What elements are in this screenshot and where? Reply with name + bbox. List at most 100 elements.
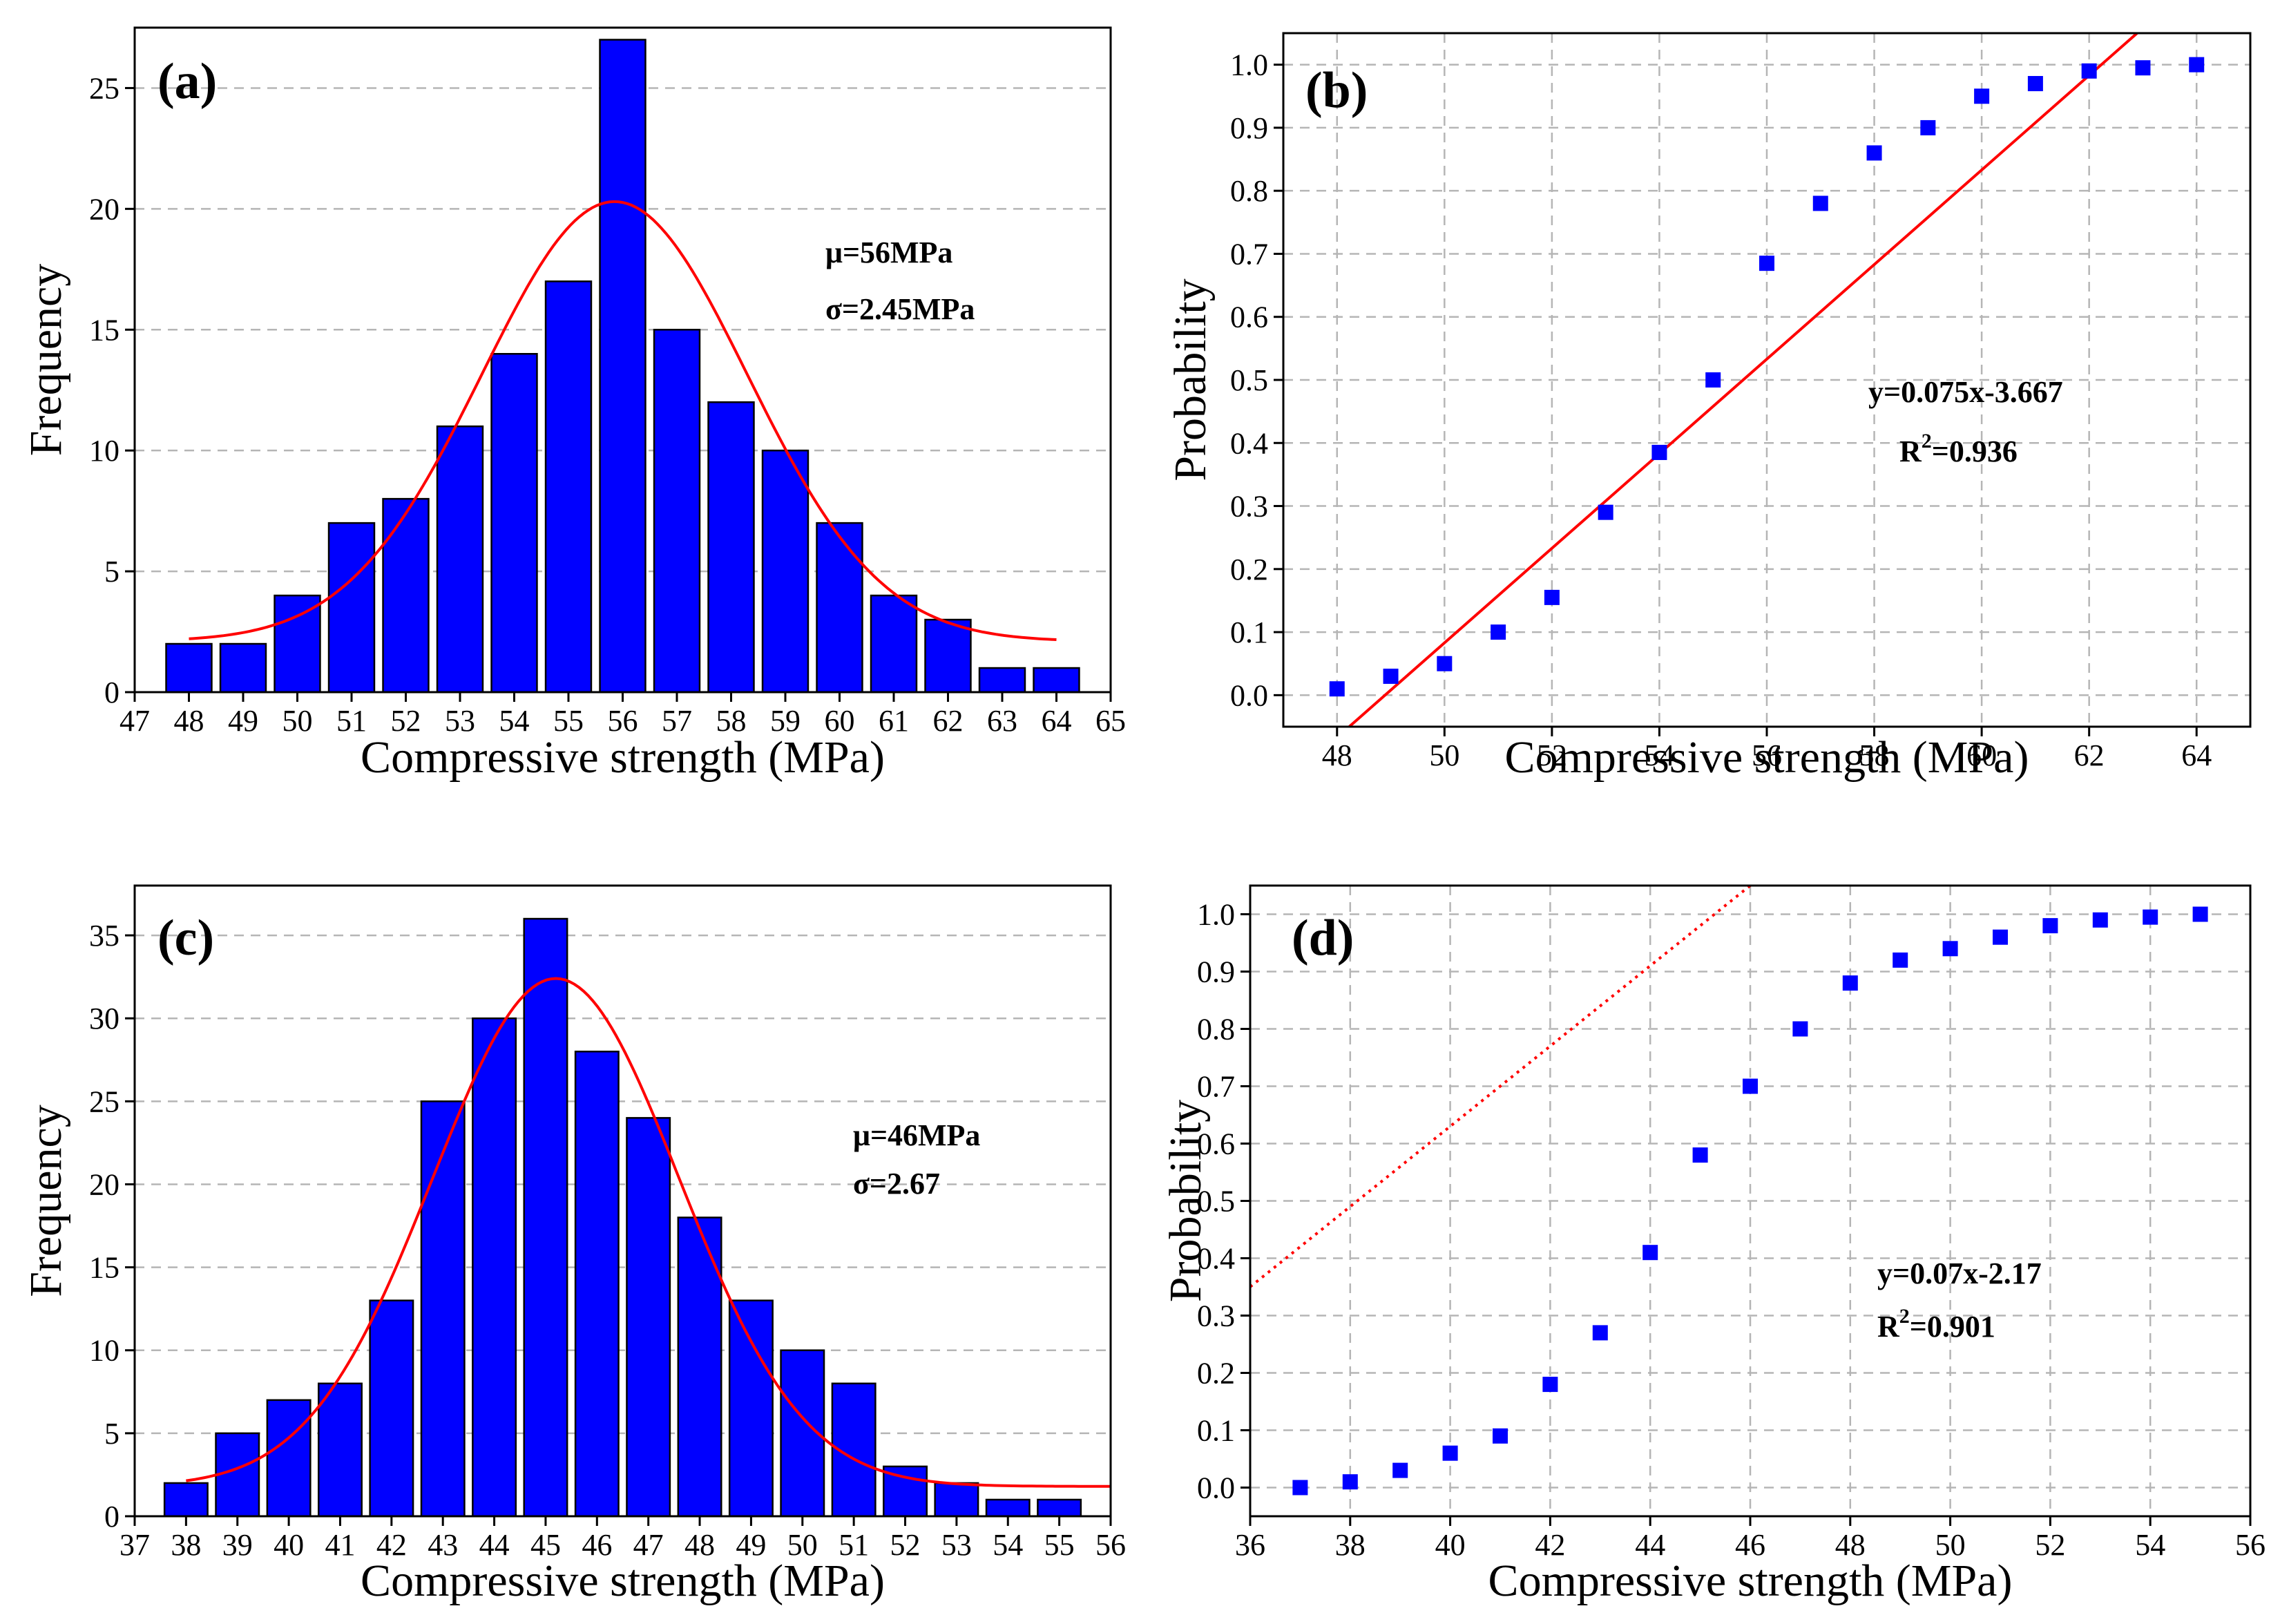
y-axis-label: Probability [1160, 1100, 1211, 1302]
x-tick-label: 44 [1635, 1528, 1665, 1562]
x-tick-label: 47 [633, 1528, 664, 1562]
x-tick-label: 52 [391, 704, 421, 738]
x-tick-label: 52 [890, 1528, 921, 1562]
panel-b: 48 50 52 54 56 58 60 62 640.00.10.20.30.40.50.60… [1165, 32, 2252, 783]
y-tick-label: 0.4 [1197, 1242, 1235, 1276]
data-point [1812, 195, 1828, 211]
x-tick-label: 54 [993, 1528, 1023, 1562]
bar [870, 594, 918, 694]
bar [761, 449, 810, 694]
y-tick-label: 10 [89, 434, 119, 468]
x-axis-label: Compressive strength (MPa) [361, 1556, 885, 1606]
data-point [1392, 1462, 1408, 1478]
x-tick-label: 59 [770, 704, 801, 738]
x-tick-label: 49 [228, 704, 258, 738]
y-tick-label: 30 [89, 1002, 119, 1035]
x-tick-label: 48 [1322, 738, 1352, 772]
bar [215, 1432, 260, 1518]
y-tick-label: 0.1 [1197, 1414, 1235, 1448]
data-point [1842, 975, 1858, 991]
y-tick-label: 0.4 [1230, 426, 1268, 460]
x-tick-label: 45 [530, 1528, 561, 1562]
y-tick-label: 0.6 [1230, 300, 1268, 334]
plot-frame [133, 884, 1112, 1518]
y-tick-label: 0.0 [1230, 678, 1268, 712]
data-point [1542, 1377, 1558, 1393]
bar [677, 1216, 722, 1518]
data-point [1866, 145, 1882, 161]
x-tick-label: 48 [1835, 1528, 1866, 1562]
fit-equation: y=0.07x-2.17 [1877, 1257, 2042, 1290]
bar [816, 522, 863, 694]
fit-equation: y=0.075x-3.667 [1868, 375, 2063, 409]
y-tick-label: 1.0 [1230, 48, 1268, 82]
gridlines [1250, 886, 2250, 1516]
y-tick-label: 25 [89, 1085, 119, 1118]
x-tick-label: 44 [479, 1528, 510, 1562]
data-point [2192, 906, 2208, 922]
x-tick-label: 54 [2135, 1528, 2165, 1562]
x-tick-label: 62 [933, 704, 964, 738]
x-tick-label: 54 [1644, 738, 1674, 772]
x-tick-label: 46 [1735, 1528, 1765, 1562]
x-tick-label: 53 [445, 704, 475, 738]
annotation-mean: μ=46MPa [853, 1118, 980, 1152]
x-tick-label: 38 [1335, 1528, 1366, 1562]
regression-line [1250, 886, 1753, 1288]
bar [626, 1117, 671, 1518]
y-tick-label: 0.3 [1197, 1299, 1235, 1333]
y-axis-label: Frequency [21, 264, 71, 457]
y-axis: 0.0 0.1 0.2 0.3 0.4 0.5 0.6 0.7 0.8 0.9 1.0 [1197, 898, 1250, 1505]
bar [544, 280, 593, 694]
x-tick-label: 55 [553, 704, 584, 738]
bar [934, 1482, 979, 1518]
x-tick-label: 52 [2035, 1528, 2065, 1562]
annotation-sigma: σ=2.45MPa [825, 292, 975, 326]
bar [274, 594, 321, 694]
x-tick-label: 58 [1859, 738, 1890, 772]
bar [653, 329, 701, 694]
bar [707, 401, 755, 694]
x-tick-label: 46 [582, 1528, 612, 1562]
y-tick-label: 0 [104, 1500, 119, 1534]
x-tick-label: 50 [282, 704, 313, 738]
normal-fit-curve [189, 200, 1057, 641]
y-tick-label: 10 [89, 1334, 119, 1368]
bar [490, 353, 538, 694]
data-point [1893, 952, 1908, 968]
panel-a: 47 48 49 50 51 52 53 54 55 56 57 58 59 60 61 62 63 64 65 0 5… [21, 26, 1126, 783]
bar [317, 1382, 363, 1518]
bar [1037, 1498, 1082, 1518]
data-point [2189, 57, 2205, 73]
data-point [1329, 681, 1345, 697]
x-tick-label: 62 [2074, 738, 2105, 772]
x-tick-label: 50 [1935, 1528, 1966, 1562]
panel-label: (a) [157, 53, 217, 110]
y-axis: 0 5 10 15 20 25 30 35 [89, 919, 135, 1534]
r-squared: R2=0.936 [1899, 430, 2018, 468]
x-tick-label: 57 [662, 704, 692, 738]
x-tick-label: 55 [1044, 1528, 1075, 1562]
r-squared-value: =0.936 [1932, 434, 2018, 468]
x-tick-label: 61 [879, 704, 909, 738]
data-point [2027, 76, 2043, 92]
y-tick-label: 35 [89, 919, 119, 953]
x-tick-label: 40 [274, 1528, 304, 1562]
y-tick-label: 0.7 [1197, 1070, 1235, 1104]
y-tick-label: 0.8 [1197, 1013, 1235, 1047]
panel-label: (d) [1292, 910, 1354, 966]
y-tick-label: 0.5 [1230, 363, 1268, 397]
x-tick-label: 36 [1235, 1528, 1265, 1562]
bar [266, 1399, 312, 1518]
x-tick-label: 42 [1535, 1528, 1565, 1562]
bars [165, 39, 1080, 694]
x-tick-label: 56 [1095, 1528, 1126, 1562]
y-tick-label: 20 [89, 192, 119, 226]
data-point [1342, 1474, 1358, 1490]
x-axis-label: Compressive strength (MPa) [1505, 732, 2029, 783]
x-tick-label: 42 [376, 1528, 407, 1562]
r-squared-symbol: R [1877, 1310, 1900, 1344]
y-tick-label: 5 [104, 1417, 119, 1451]
x-tick-label: 37 [119, 1528, 150, 1562]
data-point [1993, 929, 2008, 945]
